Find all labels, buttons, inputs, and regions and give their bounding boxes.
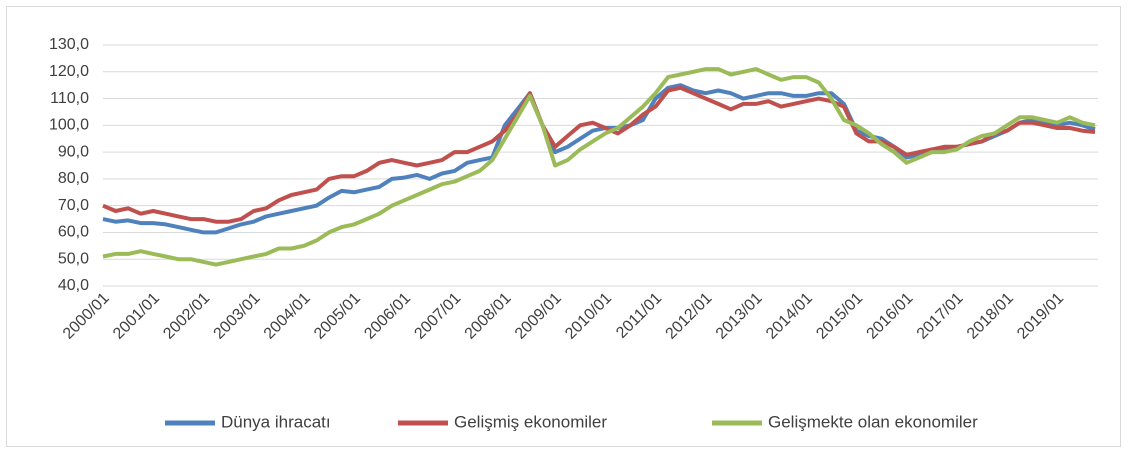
y-tick-label: 50,0 <box>58 250 89 267</box>
y-tick-label: 80,0 <box>58 170 89 187</box>
y-tick-label: 110,0 <box>50 90 89 107</box>
legend-label: Gelişmiş ekonomiler <box>454 412 607 431</box>
series-line <box>102 67 1096 267</box>
legend-label: Gelişmekte olan ekonomiler <box>768 412 978 431</box>
y-tick-label: 40,0 <box>58 277 89 294</box>
y-tick-label: 70,0 <box>58 197 89 214</box>
chart-border <box>6 6 1121 447</box>
y-tick-label: 60,0 <box>58 224 89 241</box>
series-line <box>102 85 1096 224</box>
y-tick-label: 90,0 <box>58 143 89 160</box>
y-tick-label: 130,0 <box>49 36 89 53</box>
y-tick-label: 100,0 <box>49 117 89 134</box>
y-tick-label: 120,0 <box>49 63 89 80</box>
legend-label: Dünya ihracatı <box>221 412 331 431</box>
